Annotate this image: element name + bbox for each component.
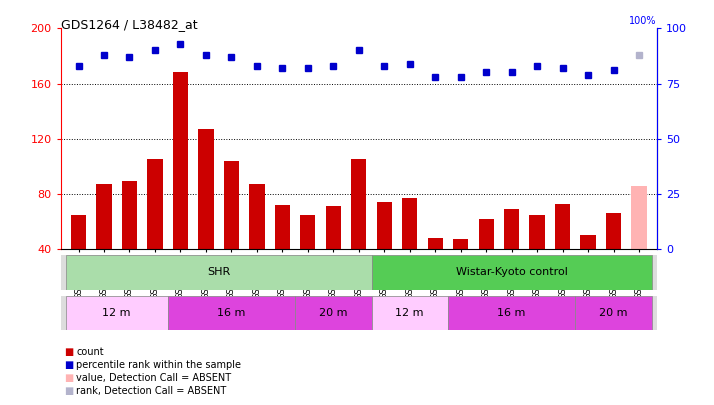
- Bar: [371, 255, 652, 290]
- Bar: [575, 296, 652, 330]
- Bar: [580, 235, 595, 249]
- Bar: [376, 202, 392, 249]
- Bar: [295, 296, 371, 330]
- Text: 12 m: 12 m: [396, 308, 424, 318]
- Bar: [530, 215, 545, 249]
- Bar: [428, 238, 443, 249]
- Bar: [351, 160, 366, 249]
- Text: rank, Detection Call = ABSENT: rank, Detection Call = ABSENT: [76, 386, 226, 396]
- Bar: [249, 184, 264, 249]
- Text: ■: ■: [64, 386, 74, 396]
- Bar: [71, 215, 86, 249]
- Bar: [198, 129, 213, 249]
- Bar: [606, 213, 621, 249]
- Text: 100%: 100%: [629, 16, 657, 26]
- Bar: [478, 219, 494, 249]
- Text: ■: ■: [64, 373, 74, 383]
- Text: 20 m: 20 m: [319, 308, 348, 318]
- Text: ■: ■: [64, 347, 74, 357]
- Text: 12 m: 12 m: [103, 308, 131, 318]
- Bar: [173, 72, 188, 249]
- Text: Wistar-Kyoto control: Wistar-Kyoto control: [456, 267, 568, 277]
- Bar: [402, 198, 418, 249]
- Text: 16 m: 16 m: [498, 308, 526, 318]
- Bar: [504, 209, 519, 249]
- Text: 16 m: 16 m: [217, 308, 246, 318]
- Bar: [122, 181, 137, 249]
- Bar: [448, 296, 575, 330]
- Text: count: count: [76, 347, 104, 357]
- Bar: [147, 160, 163, 249]
- Bar: [275, 205, 290, 249]
- Bar: [66, 255, 371, 290]
- Text: value, Detection Call = ABSENT: value, Detection Call = ABSENT: [76, 373, 231, 383]
- Bar: [96, 184, 111, 249]
- Bar: [168, 296, 295, 330]
- Text: SHR: SHR: [207, 267, 231, 277]
- Bar: [300, 215, 316, 249]
- Text: 20 m: 20 m: [599, 308, 628, 318]
- Bar: [555, 204, 570, 249]
- Text: percentile rank within the sample: percentile rank within the sample: [76, 360, 241, 370]
- Text: GDS1264 / L38482_at: GDS1264 / L38482_at: [61, 18, 197, 31]
- Bar: [453, 239, 468, 249]
- Bar: [223, 161, 239, 249]
- Bar: [66, 296, 168, 330]
- Bar: [631, 185, 647, 249]
- Bar: [326, 206, 341, 249]
- Bar: [371, 296, 448, 330]
- Text: ■: ■: [64, 360, 74, 370]
